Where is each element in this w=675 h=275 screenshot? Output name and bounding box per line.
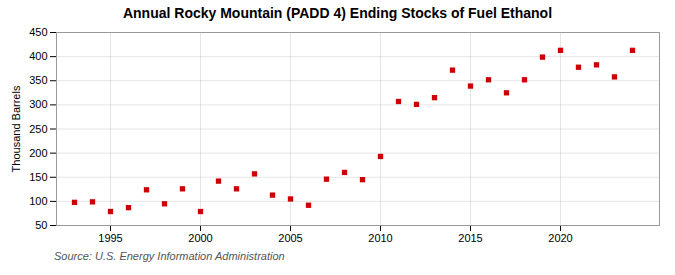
svg-text:50: 50 bbox=[35, 219, 47, 231]
svg-text:1995: 1995 bbox=[98, 232, 122, 244]
svg-text:2015: 2015 bbox=[458, 232, 482, 244]
svg-text:2010: 2010 bbox=[368, 232, 392, 244]
svg-text:450: 450 bbox=[29, 26, 47, 38]
svg-text:350: 350 bbox=[29, 74, 47, 86]
svg-text:400: 400 bbox=[29, 50, 47, 62]
html-text:Annual Rocky Mountain (PADD 4): Annual Rocky Mountain (PADD 4) Ending St… bbox=[123, 5, 552, 21]
svg-text:Thousand Barrels: Thousand Barrels bbox=[10, 85, 22, 172]
html-text:Source: U.S. Energy Informatio: Source: U.S. Energy Information Administ… bbox=[54, 250, 285, 262]
svg-text:250: 250 bbox=[29, 123, 47, 135]
svg-text:2020: 2020 bbox=[548, 232, 572, 244]
svg-text:300: 300 bbox=[29, 98, 47, 110]
svg-text:150: 150 bbox=[29, 171, 47, 183]
svg-text:200: 200 bbox=[29, 147, 47, 159]
svg-text:2005: 2005 bbox=[278, 232, 302, 244]
svg-text:2000: 2000 bbox=[188, 232, 212, 244]
svg-text:100: 100 bbox=[29, 195, 47, 207]
